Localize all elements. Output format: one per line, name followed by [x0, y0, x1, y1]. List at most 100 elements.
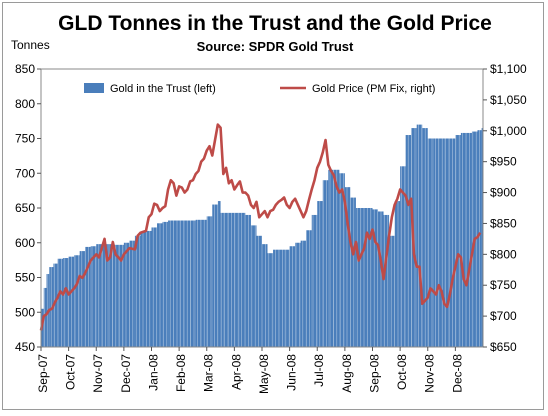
y-left-tick-label: 500	[15, 305, 35, 319]
y-left-tick-label: 850	[15, 62, 35, 76]
x-tick-label: May-08	[257, 354, 271, 394]
bar	[300, 240, 307, 347]
y-right-tick-label: $950	[490, 155, 517, 169]
y-right-tick-label: $1,050	[490, 93, 527, 107]
x-tick-label: Nov-08	[423, 354, 437, 393]
chart-title: GLD Tonnes in the Trust and the Gold Pri…	[58, 12, 492, 35]
x-tick-label: Feb-08	[174, 354, 188, 392]
bar	[151, 227, 158, 347]
bar	[53, 263, 58, 347]
y-left-tick-label: 550	[15, 271, 35, 285]
bar	[355, 208, 362, 347]
bar	[295, 242, 301, 347]
y-right-tick-label: $850	[490, 216, 517, 230]
bar	[162, 221, 169, 347]
bar	[481, 128, 483, 347]
bar	[339, 173, 345, 347]
bar	[223, 212, 229, 347]
y-right-tick-label: $750	[490, 278, 517, 292]
bar	[350, 197, 356, 347]
bar	[389, 235, 395, 347]
y-left-axis: 450 500 550 600 650 700 750 800 850	[15, 62, 41, 354]
y-left-tick-label: 600	[15, 236, 35, 250]
bar	[322, 180, 329, 347]
bar	[79, 251, 86, 347]
bar	[63, 258, 69, 347]
bar	[90, 246, 97, 347]
bar	[145, 230, 152, 347]
y-left-tick-label: 800	[15, 97, 35, 111]
legend: Gold in the Trust (left) Gold Price (PM …	[84, 83, 435, 95]
bar	[328, 169, 334, 347]
legend-label-line: Gold Price (PM Fix, right)	[312, 83, 435, 95]
bar	[460, 132, 467, 347]
x-tick-label: Jan-08	[146, 354, 160, 391]
bar	[394, 201, 401, 347]
y-left-tick-label: 650	[15, 201, 35, 215]
bar	[118, 244, 124, 347]
bar	[239, 212, 246, 347]
chart-svg: GLD Tonnes in the Trust and the Gold Pri…	[11, 12, 527, 394]
x-tick-label: Dec-08	[450, 354, 464, 393]
bar	[123, 242, 130, 347]
y-right-tick-label: $800	[490, 247, 517, 261]
x-tick-label: Mar-08	[202, 354, 216, 392]
x-tick-label: Apr-08	[229, 354, 243, 390]
bar	[306, 230, 312, 347]
x-tick-label: Aug-08	[340, 354, 354, 393]
bar	[250, 225, 257, 348]
bar	[129, 240, 135, 347]
bar	[220, 212, 224, 347]
x-tick-label: Sep-08	[367, 354, 381, 393]
x-tick-label: Oct-07	[64, 354, 78, 390]
y-right-tick-label: $1,100	[490, 62, 527, 76]
bar	[311, 214, 318, 347]
bar	[455, 135, 461, 347]
bar	[400, 166, 406, 347]
bar	[383, 214, 390, 347]
bar	[190, 220, 196, 347]
legend-swatch-bars	[84, 83, 104, 93]
bar	[267, 253, 274, 347]
bar	[101, 244, 108, 347]
y-left-tick-label: 450	[15, 340, 35, 354]
chart-frame: GLD Tonnes in the Trust and the Gold Pri…	[2, 2, 544, 410]
y-left-axis-label: Tonnes	[11, 38, 50, 52]
x-axis: Sep-07 Oct-07 Nov-07 Dec-07 Jan-08 Feb-08 Mar-…	[36, 347, 464, 394]
bar	[416, 124, 423, 347]
bar	[372, 209, 379, 347]
legend-label-bars: Gold in the Trust (left)	[110, 83, 216, 95]
bar	[212, 204, 218, 347]
bar	[234, 212, 240, 347]
bar	[134, 235, 141, 347]
y-left-tick-label: 750	[15, 132, 35, 146]
x-tick-label: Jul-08	[312, 354, 326, 387]
y-right-tick-label: $650	[490, 340, 517, 354]
y-right-axis: $650 $700 $750 $800 $850 $900 $950 $1,000 $1,050…	[483, 62, 527, 354]
bar	[74, 255, 80, 347]
x-tick-label: Jun-08	[285, 354, 299, 391]
chart-subtitle: Source: SPDR Gold Trust	[197, 39, 354, 54]
y-right-tick-label: $1,000	[490, 124, 527, 138]
bar	[168, 220, 174, 347]
bar	[256, 235, 262, 347]
gold-price-line	[39, 123, 482, 331]
bar	[195, 219, 202, 347]
bar	[438, 138, 445, 347]
y-right-tick-label: $700	[490, 309, 517, 323]
bar-series-gold-in-trust	[41, 69, 484, 348]
x-tick-label: Sep-07	[36, 354, 50, 393]
x-tick-label: Nov-07	[91, 354, 105, 393]
bar	[284, 249, 290, 347]
bar	[217, 201, 221, 347]
bar	[344, 187, 351, 347]
bar	[427, 138, 434, 347]
x-tick-label: Dec-07	[119, 354, 133, 393]
bar	[107, 244, 113, 347]
bar	[179, 220, 185, 347]
bar	[262, 244, 268, 347]
bar	[366, 208, 373, 347]
bar	[43, 287, 47, 347]
bar	[278, 249, 285, 347]
y-left-tick-label: 700	[15, 166, 35, 180]
